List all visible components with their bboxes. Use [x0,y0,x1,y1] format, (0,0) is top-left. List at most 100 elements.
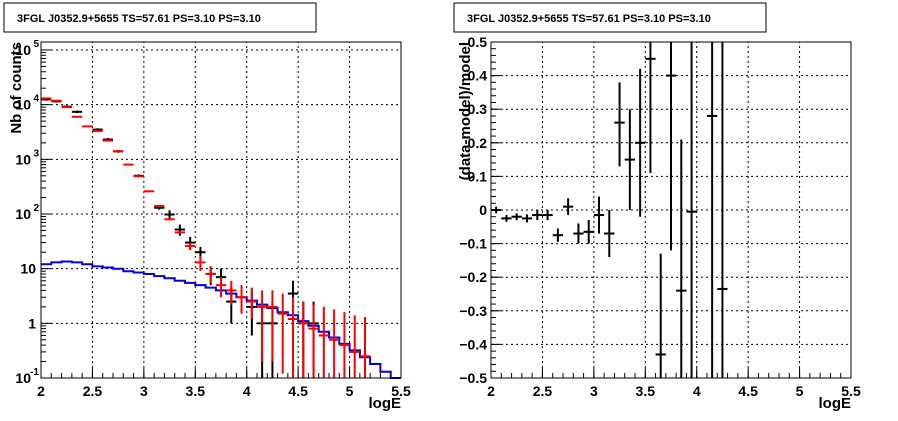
right-ytick-label: 0.1 [468,168,488,184]
model-point [215,277,227,298]
left-ytick-exponent: 3 [33,148,39,159]
right-ytick-label: −0.1 [459,236,487,252]
residual-point [491,206,502,214]
left-ytick-label: 10 [15,42,31,58]
right-plot-frame [490,41,852,379]
residual-point [593,196,605,234]
right-ytick-label: 0.5 [468,34,488,50]
left-title-box [3,2,317,33]
right-ytick-label: −0.3 [459,303,487,319]
left-ytick-label: 10 [15,97,31,113]
right-xtick-label: 3 [590,383,598,399]
model-point [143,190,155,193]
model-point [246,287,257,320]
right-xlabel: logE [819,395,852,412]
residual-point [511,213,522,221]
model-point [92,129,103,132]
residual-point [665,42,677,251]
model-point [195,256,206,272]
left-ytick-label: 10 [15,206,31,222]
data-point [164,210,175,220]
right-axes: 2 2.5 3 3.5 4 4.5 5 5.5 −0.5 −0.4 −0.3 −0.2 −0.1 0 0.1… [459,34,861,399]
residual-point [583,220,594,244]
model-point [133,175,144,178]
residual-point [635,68,646,217]
right-xtick-label: 2 [487,383,495,399]
left-ytick-exponent: 5 [33,39,39,50]
residual-point [563,198,574,216]
residual-point [521,214,533,223]
right-xtick-label: 2.5 [533,383,553,399]
model-point [164,218,175,221]
right-xtick-label: 5 [796,383,804,399]
residual-point [676,139,687,378]
model-point [226,280,237,305]
left-xtick-label: 5.5 [391,383,411,399]
model-point [71,115,83,118]
right-ytick-label: 0.3 [468,101,488,117]
counts-panel: 3FGL J0352.9+5655 TS=57.61 PS=3.10 PS=3.… [3,2,411,412]
residual-point [707,42,718,378]
right-title: 3FGL J0352.9+5655 TS=57.61 PS=3.10 PS=3.… [467,13,711,25]
left-xtick-label: 2.5 [83,383,103,399]
model-point [51,99,62,102]
counts-data [41,97,371,378]
residual-point [573,223,584,244]
data-point [71,110,83,114]
left-xtick-label: 3 [140,383,148,399]
left-xtick-label: 3.5 [186,383,206,399]
model-point [236,285,247,314]
residual-point [552,228,563,242]
residual-point [645,42,656,174]
model-point [329,309,340,378]
model-point [308,304,319,378]
right-xtick-label: 3.5 [636,383,656,399]
model-point [102,139,113,142]
model-point [339,312,350,378]
right-ytick-label: −0.5 [459,370,487,386]
model-point [185,242,196,250]
model-point [61,106,72,109]
model-point [349,315,360,378]
model-point [267,290,278,362]
model-point [205,266,216,283]
right-ytick-label: 0 [479,202,487,218]
right-ytick-label: 0.2 [468,135,488,151]
model-point [277,293,288,374]
left-ylabel: Nb of counts [8,42,25,134]
model-point [287,297,299,378]
data-point [174,224,185,236]
model-point [82,125,93,128]
right-ytick-label: −0.2 [459,269,487,285]
model-point [41,97,52,100]
right-ytick-label: −0.4 [459,336,487,352]
left-plot-frame [40,41,402,379]
right-xtick-label: 4 [693,383,701,399]
model-point [113,150,124,153]
residual-point [686,42,697,378]
residual-point [614,82,625,167]
left-title: 3FGL J0352.9+5655 TS=57.61 PS=3.10 PS=3.… [17,13,261,25]
residual-data [491,42,728,378]
model-point [318,306,329,378]
model-point [359,317,371,378]
left-ytick-exponent: -1 [30,367,39,378]
left-ytick-exponent: 4 [33,94,39,105]
left-xtick-label: 5 [346,383,354,399]
residual-point [624,109,635,210]
left-ytick-label: 10 [15,370,31,386]
residual-point [717,42,728,378]
left-ytick-label: 10 [20,261,36,277]
left-xtick-label: 2 [37,383,45,399]
residual-point [532,210,543,221]
left-grid [41,42,401,378]
left-xlabel: logE [369,395,402,412]
left-xtick-label: 4.5 [288,383,308,399]
residual-panel: 3FGL J0352.9+5655 TS=57.61 PS=3.10 PS=3.… [453,2,861,412]
left-ytick-label: 10 [15,151,31,167]
left-ytick-label: 1 [28,315,36,331]
right-ylabel: (data-model)/model [457,42,474,180]
right-xtick-label: 4.5 [738,383,758,399]
